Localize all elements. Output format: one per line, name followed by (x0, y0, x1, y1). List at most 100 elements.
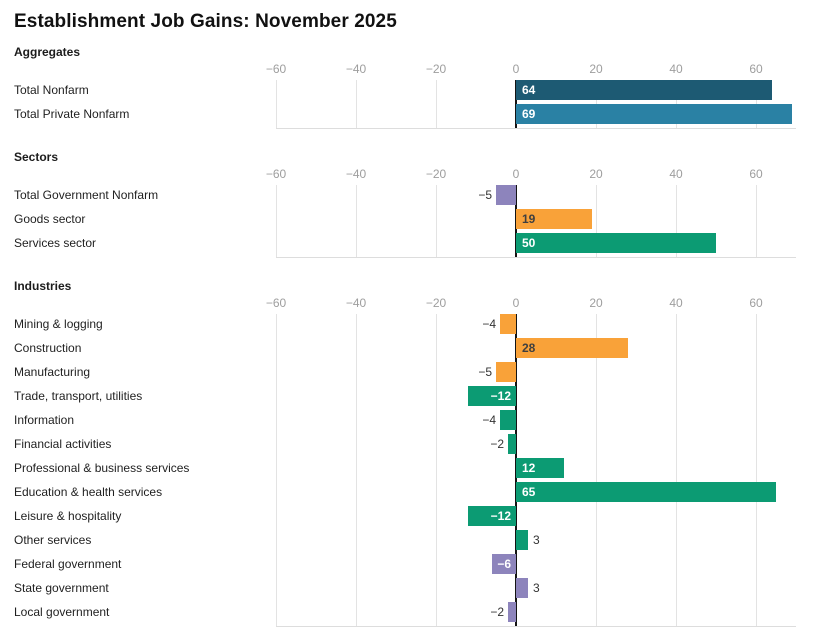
bar (492, 554, 516, 574)
row-label: Other services (14, 533, 92, 547)
bar (516, 578, 528, 598)
bar-row: Financial activities −2 (14, 432, 799, 456)
bar (496, 185, 516, 205)
bar-value-label: 12 (522, 461, 536, 475)
x-axis-ticks: −60 −40 −20 0 20 40 60 (266, 167, 796, 181)
row-label: Mining & logging (14, 317, 103, 331)
plot-area: 50 (276, 231, 796, 255)
bar-value-label: −4 (482, 413, 496, 427)
row-label: Goods sector (14, 212, 86, 226)
grid-line (436, 314, 437, 626)
x-tick-label: 60 (749, 167, 763, 181)
chart-sectors: Sectors −60 −40 −20 0 20 40 60 Total Governmen… (14, 150, 799, 258)
row-label: Education & health services (14, 485, 163, 499)
x-tick-label: 40 (669, 296, 683, 310)
x-tick-label: 0 (512, 62, 520, 76)
bar (508, 434, 516, 454)
bar-value-label: −4 (482, 317, 496, 331)
grid-line (276, 314, 277, 626)
bar-value-label: 65 (522, 485, 536, 499)
row-label: Leisure & hospitality (14, 509, 122, 523)
bar-row: State government 3 (14, 576, 799, 600)
chart-body: −60 −40 −20 0 20 40 60 Mining & logging −4 Const… (14, 297, 799, 627)
page-title: Establishment Job Gains: November 2025 (14, 11, 397, 32)
section-heading-sectors: Sectors (14, 150, 59, 164)
grid-line (756, 314, 757, 626)
x-tick-label: −20 (425, 167, 447, 181)
row-label: Local government (14, 605, 110, 619)
bar-value-label: −12 (490, 509, 511, 523)
bar-row: Total Private Nonfarm 69 (14, 102, 799, 126)
x-tick-label: 20 (589, 296, 603, 310)
bar-value-label: −5 (478, 188, 492, 202)
row-label: Federal government (14, 557, 122, 571)
row-label: Professional & business services (14, 461, 190, 475)
x-tick-label: 60 (749, 296, 763, 310)
row-label: Services sector (14, 236, 97, 250)
bar-row: Other services 3 (14, 528, 799, 552)
plot-area: 28 (276, 336, 796, 360)
chart-body: −60 −40 −20 0 20 40 60 Total Nonfarm 64 Total Pr… (14, 63, 799, 129)
bar-value-label: −2 (490, 437, 504, 451)
plot-area: −4 (276, 408, 796, 432)
plot-area: −12 (276, 504, 796, 528)
x-tick-label: −40 (345, 167, 367, 181)
plot-area: 64 (276, 78, 796, 102)
bar-value-label: −12 (490, 389, 511, 403)
x-axis-ticks: −60 −40 −20 0 20 40 60 (266, 296, 796, 310)
bar-row: Federal government −6 (14, 552, 799, 576)
bar-value-label: 19 (522, 212, 536, 226)
plot-area: 19 (276, 207, 796, 231)
row-label: Financial activities (14, 437, 112, 451)
bar (516, 233, 716, 253)
x-tick-label: −60 (265, 296, 287, 310)
plot-area: 65 (276, 480, 796, 504)
grid-line (596, 185, 597, 257)
row-label: Information (14, 413, 75, 427)
grid-line (356, 185, 357, 257)
bar (516, 104, 792, 124)
bar-row: Total Government Nonfarm −5 (14, 183, 799, 207)
plot-area: −2 (276, 432, 796, 456)
plot-area: −6 (276, 552, 796, 576)
x-axis-ticks: −60 −40 −20 0 20 40 60 (266, 62, 796, 76)
plot-area: −5 (276, 183, 796, 207)
bar-row: Services sector 50 (14, 231, 799, 255)
grid-line (756, 185, 757, 257)
bar-row: Mining & logging −4 (14, 312, 799, 336)
bar (516, 80, 772, 100)
grid-line (436, 80, 437, 128)
bar-row: Trade, transport, utilities −12 (14, 384, 799, 408)
plot-area: −5 (276, 360, 796, 384)
bar (516, 209, 592, 229)
x-tick-label: 40 (669, 167, 683, 181)
bar-row: Education & health services 65 (14, 480, 799, 504)
grid-line (356, 314, 357, 626)
x-tick-label: 40 (669, 62, 683, 76)
bar-value-label: 50 (522, 236, 536, 250)
bar-rows: Mining & logging −4 Construction 28 Manufact… (14, 312, 799, 624)
x-tick-label: −60 (265, 167, 287, 181)
bar-value-label: −5 (478, 365, 492, 379)
row-label: Trade, transport, utilities (14, 389, 143, 403)
plot-area: 3 (276, 576, 796, 600)
x-tick-label: −40 (345, 296, 367, 310)
bar-value-label: 69 (522, 107, 536, 121)
bar (500, 314, 516, 334)
grid-line (276, 185, 277, 257)
bar-row: Goods sector 19 (14, 207, 799, 231)
plot-area: 3 (276, 528, 796, 552)
x-tick-label: 20 (589, 167, 603, 181)
bar-value-label: 64 (522, 83, 536, 97)
bar-row: Leisure & hospitality −12 (14, 504, 799, 528)
plot-area: 69 (276, 102, 796, 126)
bar-row: Information −4 (14, 408, 799, 432)
x-tick-label: −20 (425, 296, 447, 310)
x-tick-label: 0 (512, 167, 520, 181)
plot-area: 12 (276, 456, 796, 480)
bar-row: Local government −2 (14, 600, 799, 624)
bar (516, 482, 776, 502)
bar-row: Manufacturing −5 (14, 360, 799, 384)
grid-line (356, 80, 357, 128)
